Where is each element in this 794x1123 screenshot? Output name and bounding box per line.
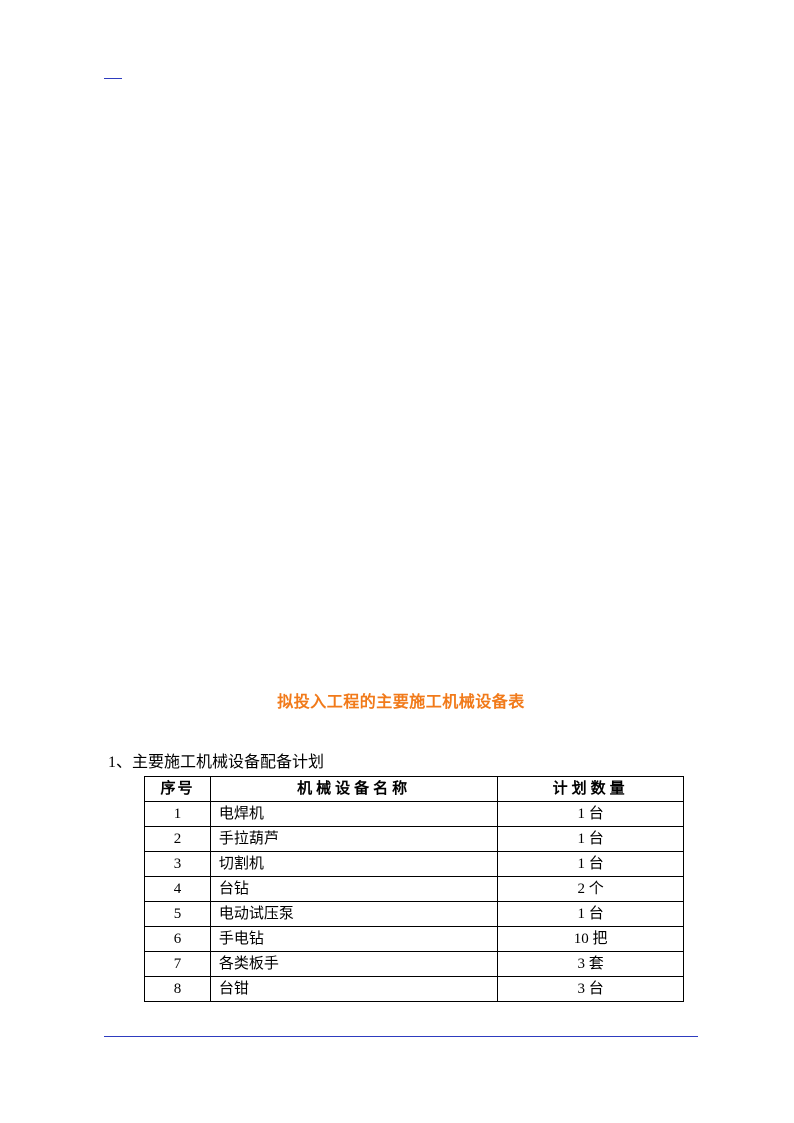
cell-seq: 7 — [145, 952, 211, 977]
cell-seq: 2 — [145, 827, 211, 852]
cell-name: 电焊机 — [210, 802, 497, 827]
cell-name: 台钻 — [210, 877, 497, 902]
table-row: 5 电动试压泵 1 台 — [145, 902, 684, 927]
table-row: 3 切割机 1 台 — [145, 852, 684, 877]
cell-name: 手拉葫芦 — [210, 827, 497, 852]
page-title: 拟投入工程的主要施工机械设备表 — [104, 688, 698, 712]
header-rule-mark — [104, 78, 122, 79]
table-row: 7 各类板手 3 套 — [145, 952, 684, 977]
equipment-table: 序号 机械设备名称 计划数量 1 电焊机 1 台 2 手拉葫芦 1 台 3 切割… — [144, 776, 684, 1002]
col-header-qty: 计划数量 — [498, 777, 684, 802]
cell-qty: 1 台 — [498, 852, 684, 877]
table-row: 1 电焊机 1 台 — [145, 802, 684, 827]
cell-seq: 3 — [145, 852, 211, 877]
cell-qty: 1 台 — [498, 802, 684, 827]
cell-qty: 2 个 — [498, 877, 684, 902]
cell-name: 电动试压泵 — [210, 902, 497, 927]
cell-qty: 1 台 — [498, 902, 684, 927]
cell-qty: 3 套 — [498, 952, 684, 977]
cell-name: 各类板手 — [210, 952, 497, 977]
footer-rule — [104, 1036, 698, 1037]
table-header-row: 序号 机械设备名称 计划数量 — [145, 777, 684, 802]
table-row: 2 手拉葫芦 1 台 — [145, 827, 684, 852]
cell-name: 切割机 — [210, 852, 497, 877]
cell-name: 手电钻 — [210, 927, 497, 952]
cell-seq: 4 — [145, 877, 211, 902]
cell-seq: 5 — [145, 902, 211, 927]
section-heading: 1、主要施工机械设备配备计划 — [108, 748, 698, 772]
cell-seq: 6 — [145, 927, 211, 952]
cell-seq: 8 — [145, 977, 211, 1002]
cell-seq: 1 — [145, 802, 211, 827]
cell-name: 台钳 — [210, 977, 497, 1002]
table-row: 4 台钻 2 个 — [145, 877, 684, 902]
table-row: 6 手电钻 10 把 — [145, 927, 684, 952]
table-body: 1 电焊机 1 台 2 手拉葫芦 1 台 3 切割机 1 台 4 台钻 2 个 … — [145, 802, 684, 1002]
cell-qty: 10 把 — [498, 927, 684, 952]
cell-qty: 1 台 — [498, 827, 684, 852]
col-header-name: 机械设备名称 — [210, 777, 497, 802]
table-row: 8 台钳 3 台 — [145, 977, 684, 1002]
cell-qty: 3 台 — [498, 977, 684, 1002]
col-header-seq: 序号 — [145, 777, 211, 802]
